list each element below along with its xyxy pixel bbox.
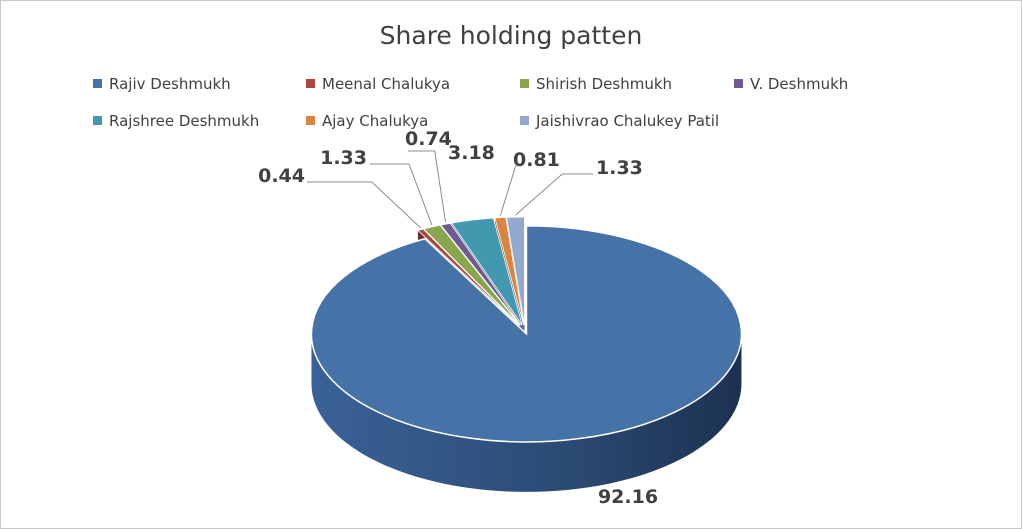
data-label: 3.18 (448, 142, 495, 164)
legend-label: Jaishivrao Chalukey Patil (536, 112, 720, 130)
data-label: 1.33 (320, 147, 367, 169)
legend-label: Shirish Deshmukh (536, 75, 673, 93)
data-label: 0.81 (513, 149, 560, 171)
legend-item: Jaishivrao Chalukey Patil (520, 112, 719, 130)
pie-slice (417, 228, 520, 326)
leader-line (370, 163, 433, 226)
pie-slice (494, 216, 525, 326)
leader-line (408, 150, 447, 223)
legend-swatch (306, 116, 315, 125)
pie-slice (423, 224, 521, 326)
legend-item: Rajshree Deshmukh (93, 112, 259, 130)
legend-label: Meenal Chalukya (322, 75, 451, 93)
legend-item: V. Deshmukh (734, 75, 848, 93)
leader-line (307, 181, 421, 229)
pie-slice-side (311, 333, 742, 492)
legend-label: Rajiv Deshmukh (109, 75, 231, 93)
legend-item: Meenal Chalukya (306, 75, 450, 93)
data-label: 0.44 (258, 165, 305, 187)
pie-slice (506, 216, 525, 326)
legend-swatch (306, 79, 315, 88)
data-label: 92.16 (598, 486, 658, 508)
data-label: 1.33 (596, 157, 643, 179)
pie-tops (310, 216, 743, 443)
legend-label: V. Deshmukh (750, 75, 849, 93)
chart-title: Share holding patten (379, 21, 643, 50)
legend-item: Shirish Deshmukh (520, 75, 672, 93)
legend-label: Ajay Chalukya (322, 112, 429, 130)
leader-line (515, 173, 593, 216)
legend-swatch (520, 116, 529, 125)
leader-line (499, 165, 517, 216)
pie-slice (450, 217, 523, 326)
legend-label: Rajshree Deshmukh (109, 112, 260, 130)
legend-swatch (93, 79, 102, 88)
legend-swatch (93, 116, 102, 125)
pie-slice (310, 225, 743, 443)
data-label: 0.74 (405, 128, 452, 150)
data-labels: 92.16 0.44 1.33 0.743.18 0.81 1.33 (258, 128, 658, 508)
legend-item: Ajay Chalukya (306, 112, 428, 130)
legend-swatch (734, 79, 743, 88)
legend-item: Rajiv Deshmukh (93, 75, 231, 93)
legend-swatch (520, 79, 529, 88)
pie-slice (440, 222, 522, 326)
